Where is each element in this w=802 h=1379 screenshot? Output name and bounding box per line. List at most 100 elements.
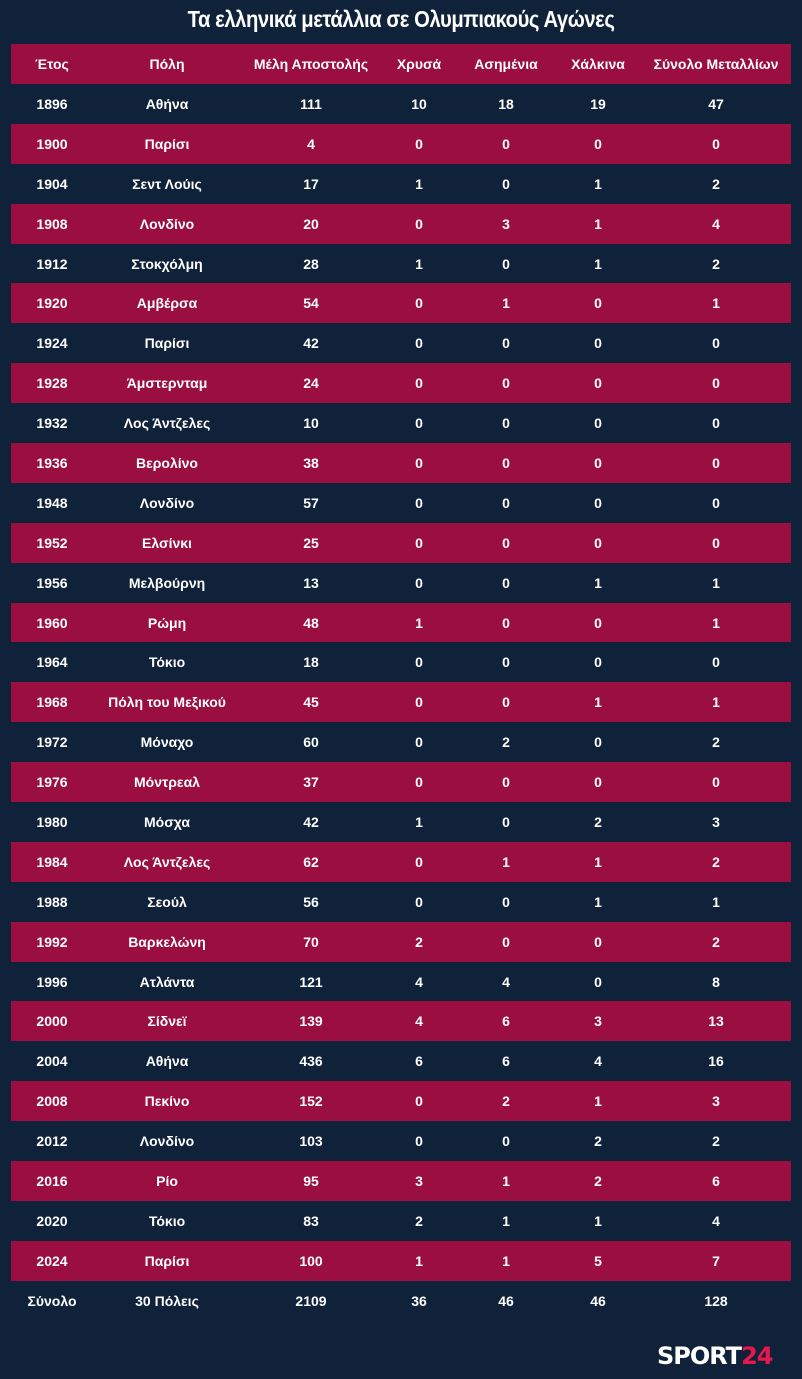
- table-cell: 0: [415, 494, 423, 511]
- table-cell: 0: [415, 734, 423, 751]
- table-row: 2004 Αθήνα 436 6 6 4 16: [11, 1041, 791, 1081]
- table-row: 2024 Παρίσι 100 1 1 5 7: [11, 1240, 791, 1281]
- table-cell: 24: [241, 363, 381, 404]
- table-cell: Παρίσι: [93, 123, 241, 164]
- table-cell: 1: [457, 841, 555, 882]
- table-cell: 0: [502, 175, 510, 192]
- table-cell: 1984: [11, 841, 93, 882]
- table-row: 1896 Αθήνα 111 10 18 19 47: [11, 84, 791, 124]
- table-cell: 0: [641, 123, 791, 164]
- table-cell: 1952: [11, 522, 93, 563]
- table-row: 1980 Μόσχα 42 1 0 2 3: [11, 802, 791, 842]
- table-cell: 0: [641, 443, 791, 483]
- table-cell: 70: [241, 921, 381, 962]
- table-row: 1968 Πόλη του Μεξικού 45 0 0 1 1: [11, 682, 791, 723]
- table-cell: 1904: [36, 175, 68, 192]
- table-cell: 1972: [36, 734, 68, 751]
- table-cell: 0: [381, 762, 457, 803]
- table-cell: 2000: [11, 1001, 93, 1042]
- table-row: 1936 Βερολίνο 38 0 0 0 0: [11, 443, 791, 483]
- table-cell: 1980: [36, 813, 68, 830]
- table-cell: 95: [241, 1161, 381, 1201]
- table-cell: 1996: [36, 973, 68, 990]
- table-cell: 2012: [36, 1133, 68, 1150]
- table-cell: Λος Άντζελες: [123, 415, 211, 432]
- column-header: Χάλκινα: [555, 44, 641, 84]
- table-cell: 0: [415, 415, 423, 432]
- table-row: 1904 Σεντ Λούις 17 1 0 1 2: [11, 164, 791, 204]
- table-cell: Σεούλ: [147, 893, 187, 910]
- table-cell: 0: [381, 522, 457, 563]
- table-cell: 0: [555, 762, 641, 803]
- table-cell: 2: [594, 813, 602, 830]
- table-cell: 0: [555, 921, 641, 962]
- table-cell: 1: [641, 283, 791, 324]
- table-row: 1972 Μόναχο 60 0 2 0 2: [11, 722, 791, 762]
- table-cell: 2: [712, 734, 720, 751]
- table-cell: 17: [303, 175, 319, 192]
- table-cell: 10: [411, 95, 427, 112]
- table-cell: 4: [415, 973, 423, 990]
- table-cell: 4: [594, 1053, 602, 1070]
- table-cell: Τόκιο: [148, 654, 186, 671]
- table-cell: 0: [457, 921, 555, 962]
- table-cell: Πεκίνο: [93, 1081, 241, 1122]
- table-cell: 0: [555, 602, 641, 643]
- sport24-logo: SPORT24: [657, 1342, 773, 1370]
- table-cell: Αθήνα: [145, 1053, 189, 1070]
- table-cell: 0: [555, 283, 641, 324]
- table-cell: Μόσχα: [144, 813, 190, 830]
- column-header: Σύνολο Μεταλλίων: [641, 44, 791, 84]
- table-row: 1976 Μόντρεαλ 37 0 0 0 0: [11, 762, 791, 803]
- table-cell: 0: [381, 363, 457, 404]
- table-cell: 1: [415, 175, 423, 192]
- table-cell: 0: [502, 654, 510, 671]
- table-cell: 1968: [11, 682, 93, 723]
- table-cell: 46: [498, 1292, 514, 1309]
- table-cell: 3: [381, 1161, 457, 1201]
- table-row: 1908 Λονδίνο 20 0 3 1 4: [11, 203, 791, 244]
- table-cell: 0: [502, 1133, 510, 1150]
- table-row: 1964 Τόκιο 18 0 0 0 0: [11, 642, 791, 682]
- table-cell: 4: [641, 203, 791, 244]
- table-cell: 7: [641, 1240, 791, 1281]
- table-cell: 19: [590, 95, 606, 112]
- table-cell: 0: [457, 682, 555, 723]
- table-cell: 121: [299, 973, 323, 990]
- table-cell: 60: [303, 734, 319, 751]
- table-cell: 46: [590, 1292, 606, 1309]
- table-cell: 1: [594, 255, 602, 272]
- table-cell: 1: [594, 175, 602, 192]
- table-cell: 2016: [11, 1161, 93, 1201]
- table-cell: 6: [415, 1053, 423, 1070]
- table-cell: 2: [712, 1133, 720, 1150]
- logo-text: SPORT: [657, 1342, 742, 1370]
- table-cell: 62: [241, 841, 381, 882]
- table-cell: Αμβέρσα: [93, 283, 241, 324]
- table-cell: 1: [457, 283, 555, 324]
- table-cell: 45: [241, 682, 381, 723]
- table-cell: Παρίσι: [144, 335, 190, 352]
- table-cell: Λονδίνο: [93, 203, 241, 244]
- table-cell: 0: [594, 494, 602, 511]
- table-cell: Μόντρεαλ: [93, 762, 241, 803]
- table-cell: 4: [712, 1212, 720, 1229]
- table-cell: 20: [241, 203, 381, 244]
- table-cell: 1908: [11, 203, 93, 244]
- table-cell: 0: [381, 841, 457, 882]
- table-cell: 1: [415, 255, 423, 272]
- table-row: 2000 Σίδνεϊ 139 4 6 3 13: [11, 1001, 791, 1042]
- table-cell: 1: [641, 682, 791, 723]
- table-cell: 1: [555, 682, 641, 723]
- table-cell: 0: [502, 574, 510, 591]
- table-cell: 1: [555, 841, 641, 882]
- table-cell: 1932: [36, 415, 68, 432]
- table-cell: 0: [502, 335, 510, 352]
- table-cell: 1960: [11, 602, 93, 643]
- medals-table: Έτος Πόλη Μέλη Αποστολής Χρυσά Ασημένια Χάλκι…: [11, 44, 791, 1321]
- column-header: Πόλη: [93, 44, 241, 84]
- column-header: Έτος: [11, 44, 93, 84]
- table-cell: Στοκχόλμη: [131, 255, 203, 272]
- table-row: 2016 Ρίο 95 3 1 2 6: [11, 1161, 791, 1201]
- table-cell: 0: [415, 574, 423, 591]
